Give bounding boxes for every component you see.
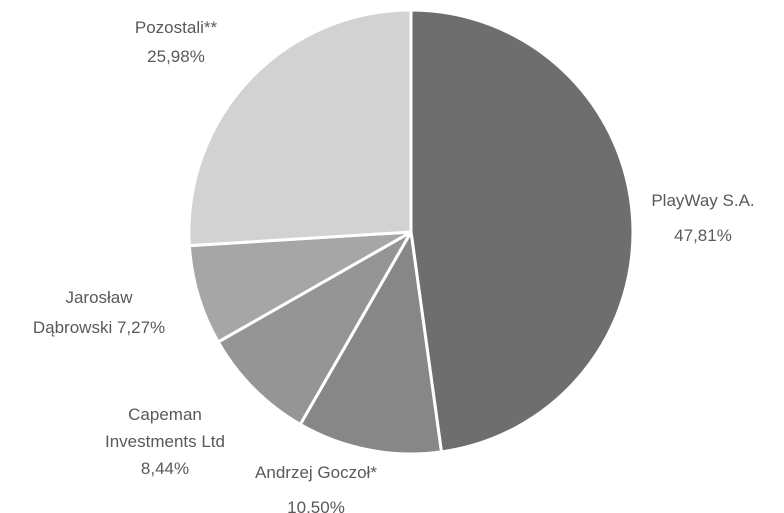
slice-label-2: Andrzej Goczoł* 10,50%: [255, 463, 377, 513]
slice-label-line: 10,50%: [287, 498, 345, 513]
slice-label-3: Capeman Investments Ltd 8,44%: [105, 405, 225, 478]
slice-labels: PlayWay S.A. 47,81% Andrzej Goczoł* 10,50% C…: [33, 18, 755, 513]
pie-slice-4: [187, 230, 413, 344]
pie-slice-1: [409, 8, 635, 454]
pie-slice-3: [216, 230, 413, 426]
slice-label-line: 8,44%: [141, 459, 189, 478]
pie-slice-5: [187, 8, 413, 248]
slice-label-line: 25,98%: [147, 47, 205, 66]
slice-label-5: Pozostali** 25,98%: [135, 18, 218, 66]
slice-label-line: PlayWay S.A.: [651, 191, 754, 210]
slice-label-4: Jarosław Dąbrowski 7,27%: [33, 288, 165, 337]
slice-label-line: Andrzej Goczoł*: [255, 463, 377, 482]
slice-label-line: Pozostali**: [135, 18, 218, 37]
slice-label-line: Dąbrowski 7,27%: [33, 318, 165, 337]
slice-label-line: Capeman: [128, 405, 202, 424]
slice-label-line: Investments Ltd: [105, 432, 225, 451]
slice-label-line: 47,81%: [674, 226, 732, 245]
pie-slice-2: [298, 230, 443, 456]
pie-slices: [187, 8, 635, 456]
slice-label-line: Jarosław: [65, 288, 133, 307]
slice-label-1: PlayWay S.A. 47,81%: [651, 191, 754, 245]
